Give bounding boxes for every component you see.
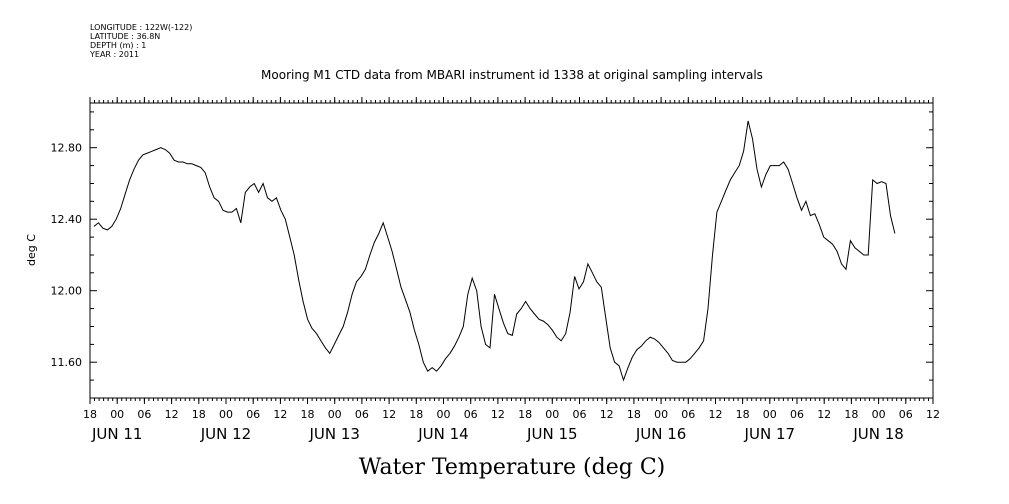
x-hour-label: 12 [491,408,505,421]
year-text: YEAR : 2011 [89,50,139,59]
x-day-label: JUN 13 [308,425,359,443]
y-axis-label: deg C [25,234,38,266]
minor-ticks [89,100,934,401]
x-hour-label: 00 [763,408,777,421]
metadata-block: LONGITUDE : 122W(-122) LATITUDE : 36.8N … [89,23,192,59]
x-hour-label: 06 [137,408,151,421]
x-axis-label: Water Temperature (deg C) [359,455,666,480]
x-hour-label: 06 [899,408,913,421]
x-hour-label: 18 [83,408,97,421]
x-day-label: JUN 18 [852,425,903,443]
x-hour-label: 00 [328,408,342,421]
x-hour-label: 00 [437,408,451,421]
x-day-label: JUN 15 [526,425,577,443]
x-hour-label: 18 [736,408,750,421]
x-hour-label: 18 [192,408,206,421]
x-hour-label: 06 [681,408,695,421]
y-axis-ticks: 11.60 12.00 12.40 12.80 [51,111,933,381]
x-hour-label: 06 [464,408,478,421]
x-hour-label: 18 [518,408,532,421]
plot-frame [89,102,934,399]
depth-text: DEPTH (m) : 1 [90,41,146,50]
x-hour-label: 06 [246,408,260,421]
x-hour-label: 00 [654,408,668,421]
x-hour-label: 18 [627,408,641,421]
x-hour-label: 00 [872,408,886,421]
y-tick-label: 12.00 [51,285,83,298]
major-ticks [89,97,934,404]
y-tick-label: 11.60 [51,356,83,369]
x-day-label: JUN 14 [417,425,468,443]
x-day-label: JUN 12 [200,425,251,443]
x-day-label: JUN 17 [744,425,795,443]
x-axis-day-labels: JUN 11 JUN 12 JUN 13 JUN 14 JUN 15 JUN 16 JUN … [91,425,904,443]
x-hour-label: 06 [790,408,804,421]
x-hour-label: 06 [355,408,369,421]
temperature-series-line [93,120,896,382]
x-hour-label: 06 [573,408,587,421]
x-hour-label: 00 [110,408,124,421]
x-axis-hour-labels: 18 00 06 12 18 00 06 12 18 00 06 12 18 00 06 12 18 00 06 12… [83,408,940,421]
x-hour-label: 12 [926,408,940,421]
x-hour-label: 12 [709,408,723,421]
chart-title: Mooring M1 CTD data from MBARI instrumen… [261,68,763,82]
latitude-text: LATITUDE : 36.8N [90,32,160,41]
x-day-label: JUN 11 [91,425,142,443]
x-hour-label: 12 [165,408,179,421]
x-hour-label: 00 [219,408,233,421]
x-hour-label: 12 [600,408,614,421]
x-hour-label: 12 [382,408,396,421]
x-hour-label: 00 [545,408,559,421]
x-hour-label: 12 [273,408,287,421]
y-tick-label: 12.80 [51,142,83,155]
x-hour-label: 18 [301,408,315,421]
x-hour-label: 18 [844,408,858,421]
x-hour-label: 12 [817,408,831,421]
x-day-label: JUN 16 [635,425,686,443]
y-tick-label: 12.40 [51,213,83,226]
longitude-text: LONGITUDE : 122W(-122) [90,23,192,32]
x-hour-label: 18 [409,408,423,421]
